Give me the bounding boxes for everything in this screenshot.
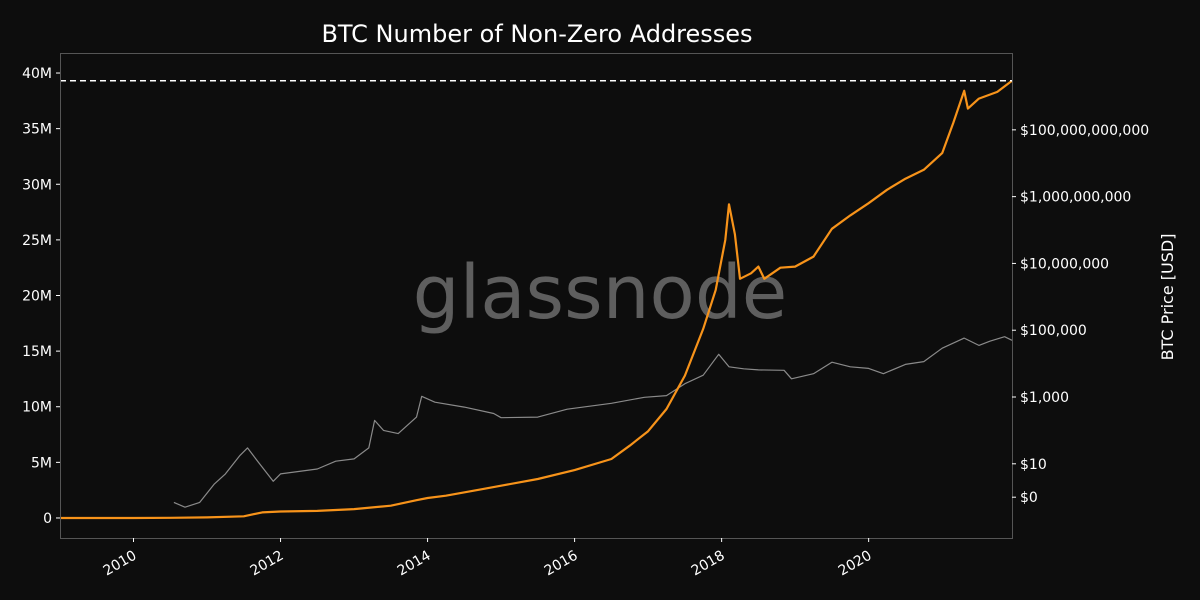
y-tick-label: 0: [43, 511, 52, 527]
watermark-logo: glassnode: [413, 250, 788, 336]
y2-tick-label: $100,000: [1020, 323, 1087, 339]
y-tick-label: 35M: [22, 122, 52, 138]
y2-tick-label: $1,000,000,000: [1020, 190, 1131, 206]
y-tick-label: 20M: [22, 289, 52, 305]
y-tick-label: 5M: [31, 455, 52, 471]
right-axis-label: BTC Price [USD]: [1158, 234, 1177, 361]
y-tick-label: 25M: [22, 233, 52, 249]
y2-tick-label: $1,000: [1020, 390, 1069, 406]
chart-title: BTC Number of Non-Zero Addresses: [321, 20, 752, 48]
y2-tick-label: $100,000,000,000: [1020, 123, 1149, 139]
y2-tick-label: $10: [1020, 457, 1047, 473]
y-tick-label: 15M: [22, 344, 52, 360]
y-tick-label: 30M: [22, 177, 52, 193]
y2-tick-label: $10,000,000: [1020, 256, 1109, 272]
addresses-line: [60, 79, 1013, 520]
y2-tick-label: $0: [1020, 490, 1038, 506]
price-line: [173, 336, 1013, 508]
y-tick-label: 40M: [22, 66, 52, 82]
plot-frame: [60, 53, 1013, 539]
y-tick-label: 10M: [22, 400, 52, 416]
plot-marks: [60, 79, 1013, 520]
